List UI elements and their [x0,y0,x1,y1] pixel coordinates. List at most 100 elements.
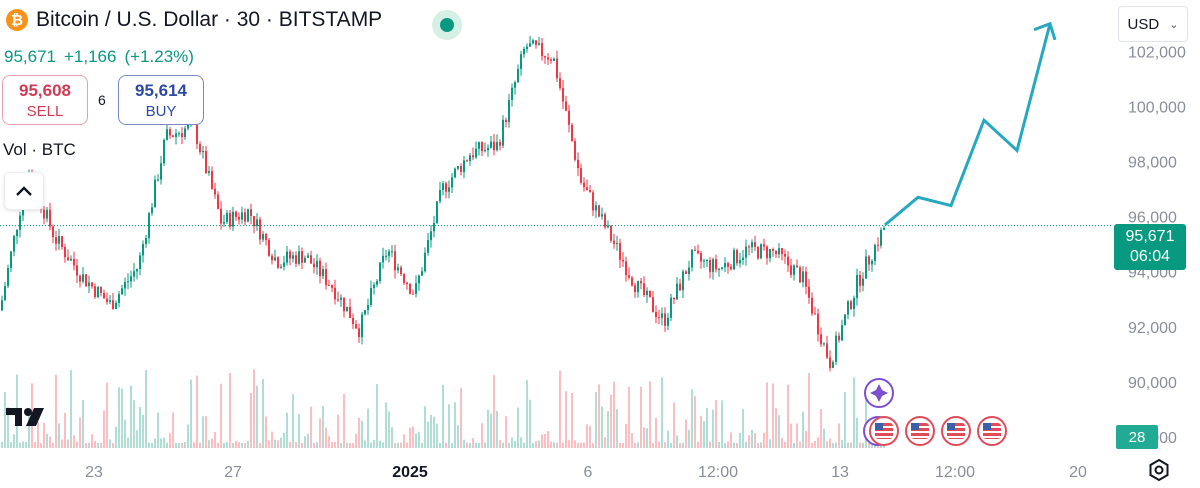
candle-body [70,258,72,261]
volume-indicator-label[interactable]: Vol · BTC [3,140,76,159]
volume-bar [184,442,186,448]
volume-bar [238,442,240,448]
candle-body [181,133,183,137]
volume-bar [103,410,105,448]
us-flag-event-icon[interactable] [905,416,935,446]
volume-bar [73,435,75,448]
volume-bar [442,384,444,448]
candle-body [55,237,57,244]
symbol-title[interactable]: Bitcoin / U.S. Dollar · 30 · BITSTAMP [36,8,383,31]
candle-body [664,313,666,326]
buy-button[interactable]: 95,614 BUY [118,75,204,125]
volume-bar [202,416,204,448]
candle-body [382,255,384,263]
volume-bar [493,375,495,448]
sell-button[interactable]: 95,608 SELL [2,75,88,125]
volume-bar [328,436,330,448]
chart-settings-button[interactable] [1147,458,1171,487]
currency-select[interactable]: USD ⌄ [1118,6,1188,42]
volume-bar [709,441,711,448]
candle-body [508,99,510,123]
volume-bar [814,440,816,448]
candle-body [196,121,198,145]
candle-body [283,262,285,267]
volume-bar [634,442,636,448]
volume-bar [535,441,537,448]
volume-bar [199,442,201,448]
volume-bar [358,417,360,448]
us-flag-event-icon[interactable] [863,416,899,446]
volume-bar [463,439,465,448]
volume-bar [262,378,264,448]
ai-event-icon[interactable] [864,378,894,408]
volume-bar [7,407,9,448]
candle-body [748,246,750,248]
candle-body [835,335,837,362]
volume-bar [415,433,417,448]
us-flag-event-icon[interactable] [977,416,1007,446]
volume-bar [25,442,27,448]
candle-body [376,281,378,285]
candle-body [805,271,807,287]
candle-body [631,277,633,286]
volume-bar [304,436,306,448]
bar-countdown: 06:04 [1129,248,1171,265]
candle-body [202,150,204,153]
candle-body [4,285,6,301]
candle-body [232,211,234,227]
volume-bar [727,441,729,448]
currency-label: USD [1127,15,1160,33]
y-tick-label: 100,000 [1128,99,1186,116]
candle-body [703,260,705,262]
candle-body [574,141,576,160]
volume-bar [79,417,81,448]
volume-bar [619,442,621,448]
volume-bar [601,406,603,448]
volume-bar [49,436,51,448]
tradingview-logo-icon[interactable] [6,406,50,433]
event-markers[interactable] [863,378,1007,446]
volume-bar [481,423,483,448]
volume-bar [334,441,336,448]
volume-bar [397,442,399,448]
candle-body [859,274,861,286]
volume-bar [232,442,234,448]
candle-body [1,300,3,311]
candle-body [880,229,882,246]
candle-body [823,343,825,345]
symbol-header[interactable]: ₿ Bitcoin / U.S. Dollar · 30 · BITSTAMP [6,8,382,32]
candle-body [421,271,423,276]
candle-body [841,325,843,341]
volume-bar [850,442,852,448]
candle-body [415,283,417,294]
candle-body [175,133,177,137]
volume-bar [106,382,108,448]
candle-body [502,119,504,146]
y-tick-label: 90,000 [1128,375,1177,392]
volume-bar [145,370,147,448]
candle-body [790,265,792,275]
us-flag-event-icon[interactable] [941,416,971,446]
candle-body [211,171,213,189]
market-open-indicator-icon[interactable] [432,10,462,40]
candle-body [658,317,660,319]
candle-body [451,177,453,188]
collapse-legend-button[interactable] [4,172,44,210]
chevron-up-icon [16,186,32,196]
volume-bar [586,424,588,448]
candle-body [781,248,783,255]
volume-bar [703,421,705,448]
candle-body [277,257,279,268]
candle-body [79,275,81,282]
volume-bar [691,389,693,448]
candle-body [736,250,738,264]
candle-body [304,257,306,263]
candle-body [865,256,867,279]
volume-bar [64,412,66,448]
volume-bar [793,442,795,448]
volume-bar [43,422,45,448]
volume-bar [52,442,54,448]
volume-bar [388,411,390,448]
candle-body [853,297,855,309]
